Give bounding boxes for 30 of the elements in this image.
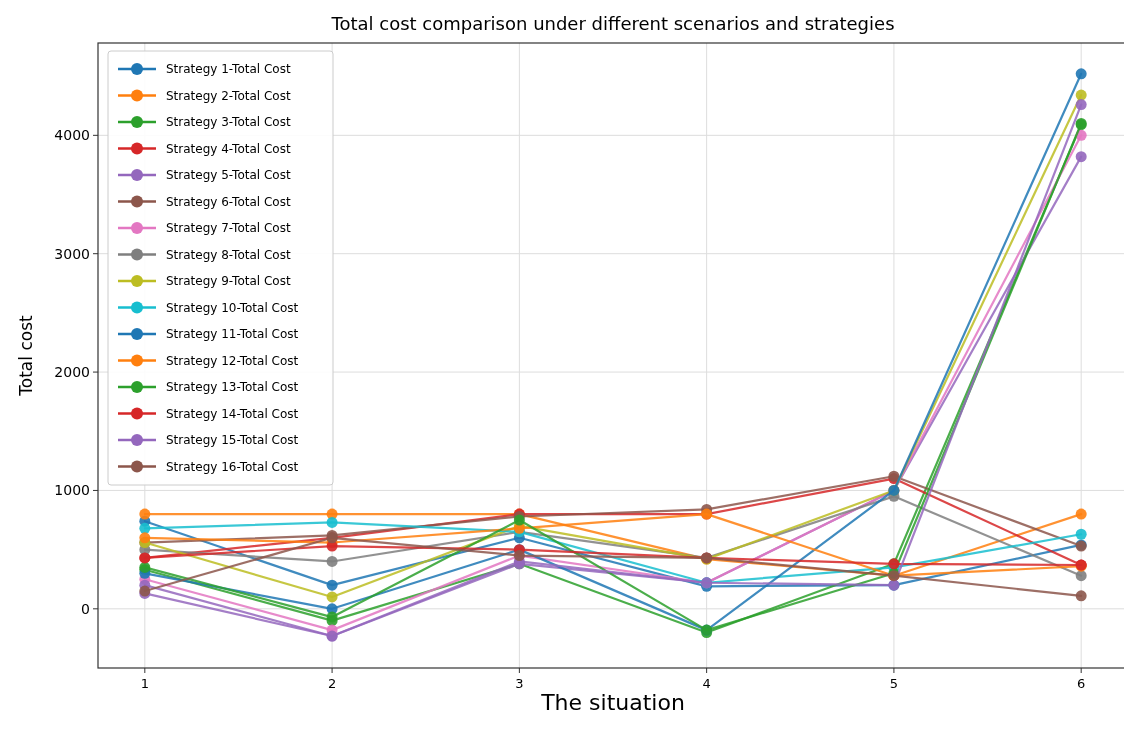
y-tick-label: 1000 xyxy=(54,482,90,499)
y-tick-label: 2000 xyxy=(54,364,90,381)
y-axis-title: Total cost xyxy=(16,314,36,397)
chart-title: Total cost comparison under different scenarios and strategies xyxy=(330,13,895,34)
y-tick-label: 4000 xyxy=(54,127,90,144)
legend-label: Strategy 5-Total Cost xyxy=(166,168,291,182)
legend-label: Strategy 3-Total Cost xyxy=(166,115,291,129)
legend-label: Strategy 11-Total Cost xyxy=(166,327,299,341)
legend-label: Strategy 12-Total Cost xyxy=(166,353,299,368)
x-tick-label: 2 xyxy=(327,676,337,691)
x-tick-label: 6 xyxy=(1077,676,1086,691)
y-tick-label: 3000 xyxy=(54,245,90,262)
x-tick-label: 4 xyxy=(702,676,711,691)
legend-label: Strategy 9-Total Cost xyxy=(166,274,291,288)
legend-label: Strategy 2-Total Cost xyxy=(166,88,291,103)
legend-label: Strategy 6-Total Cost xyxy=(166,194,291,209)
y-tick-label: 0 xyxy=(81,600,90,617)
legend-label: Strategy 7-Total Cost xyxy=(166,221,291,235)
legend-label: Strategy 15-Total Cost xyxy=(166,433,299,447)
legend-label: Strategy 8-Total Cost xyxy=(166,247,291,262)
legend-label: Strategy 16-Total Cost xyxy=(166,459,299,474)
x-tick-label: 3 xyxy=(515,676,524,691)
legend-label: Strategy 13-Total Cost xyxy=(166,380,299,394)
x-axis-title: The situation xyxy=(540,690,685,715)
x-tick-label: 5 xyxy=(889,676,899,691)
x-tick-label: 1 xyxy=(140,676,149,691)
legend-label: Strategy 1-Total Cost xyxy=(166,62,291,76)
legend-label: Strategy 4-Total Cost xyxy=(166,141,291,156)
legend-label: Strategy 10-Total Cost xyxy=(166,300,299,315)
legend-label: Strategy 14-Total Cost xyxy=(166,406,299,421)
